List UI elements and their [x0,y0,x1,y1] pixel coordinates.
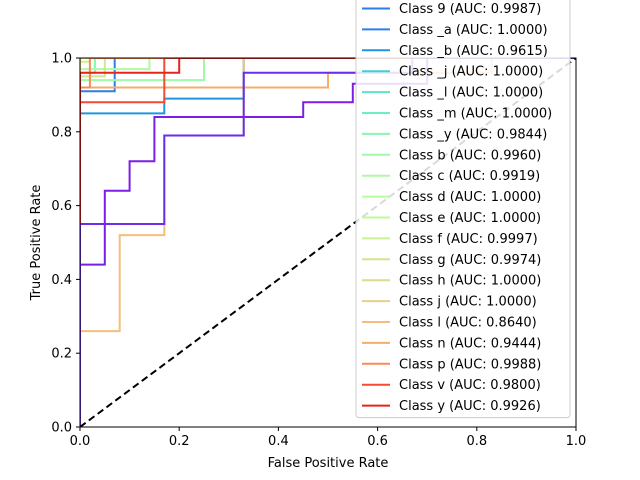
x-tick-label: 0.0 [70,434,91,449]
legend-entry: Class _m (AUC: 1.0000) [399,107,552,122]
legend-entry: Class _a (AUC: 1.0000) [399,23,548,38]
roc-curve-19 [80,58,576,427]
roc-curve-13 [80,58,576,427]
y-tick-label: 0.6 [51,199,72,214]
plot-frame [79,57,577,428]
legend-entry: Class b (AUC: 0.9960) [399,148,541,163]
y-ticks: 0.0 0.2 0.4 0.6 0.8 1.0 [51,52,80,436]
legend-entry: Class j (AUC: 1.0000) [399,295,537,310]
chance-diagonal [80,58,576,427]
legend-entry: Class y (AUC: 0.9926) [399,399,541,414]
legend-entry: Class g (AUC: 0.9974) [399,253,541,268]
y-tick-label: 1.0 [51,52,72,67]
legend-entry: Class v (AUC: 0.9800) [399,378,541,393]
roc-curve-20 [80,58,576,427]
roc-curve-8 [80,58,576,427]
x-ticks: 0.0 0.2 0.4 0.6 0.8 1.0 [70,427,587,449]
legend-entry: Class p (AUC: 0.9988) [399,357,541,372]
x-tick-label: 0.4 [268,434,289,449]
legend-entry: Class 9 (AUC: 0.9987) [399,2,541,17]
x-tick-label: 1.0 [566,434,587,449]
y-tick-label: 0.0 [51,421,72,436]
x-tick-label: 0.8 [466,434,487,449]
y-axis-label: True Positive Rate [29,185,44,302]
legend-entry: Class n (AUC: 0.9444) [399,336,541,351]
x-tick-label: 0.2 [169,434,190,449]
legend-entry: Class _l (AUC: 1.0000) [399,86,543,101]
legend-entry: Class c (AUC: 0.9919) [399,169,540,184]
x-tick-label: 0.6 [367,434,388,449]
legend-entry: Class _y (AUC: 0.9844) [399,127,547,142]
y-tick-label: 0.4 [51,273,72,288]
legend-entry: Class e (AUC: 1.0000) [399,211,541,226]
roc-curve-1 [80,58,576,427]
legend-entry: Class h (AUC: 1.0000) [399,274,541,289]
legend-entry: Class l (AUC: 0.8640) [399,316,537,331]
x-axis-label: False Positive Rate [268,456,389,471]
legend-box [355,0,571,419]
legend-entry: Class f (AUC: 0.9997) [399,232,538,247]
y-tick-label: 0.8 [51,125,72,140]
legend-entry: Class d (AUC: 1.0000) [399,190,541,205]
roc-curve-18 [80,58,576,427]
y-tick-label: 0.2 [51,347,72,362]
legend: Class 9 (AUC: 0.9987) Class _a (AUC: 1.00… [355,0,571,419]
legend-entry: Class _j (AUC: 1.0000) [399,65,543,80]
legend-entry: Class _b (AUC: 0.9615) [399,44,548,59]
roc-curve-9 [80,58,576,427]
